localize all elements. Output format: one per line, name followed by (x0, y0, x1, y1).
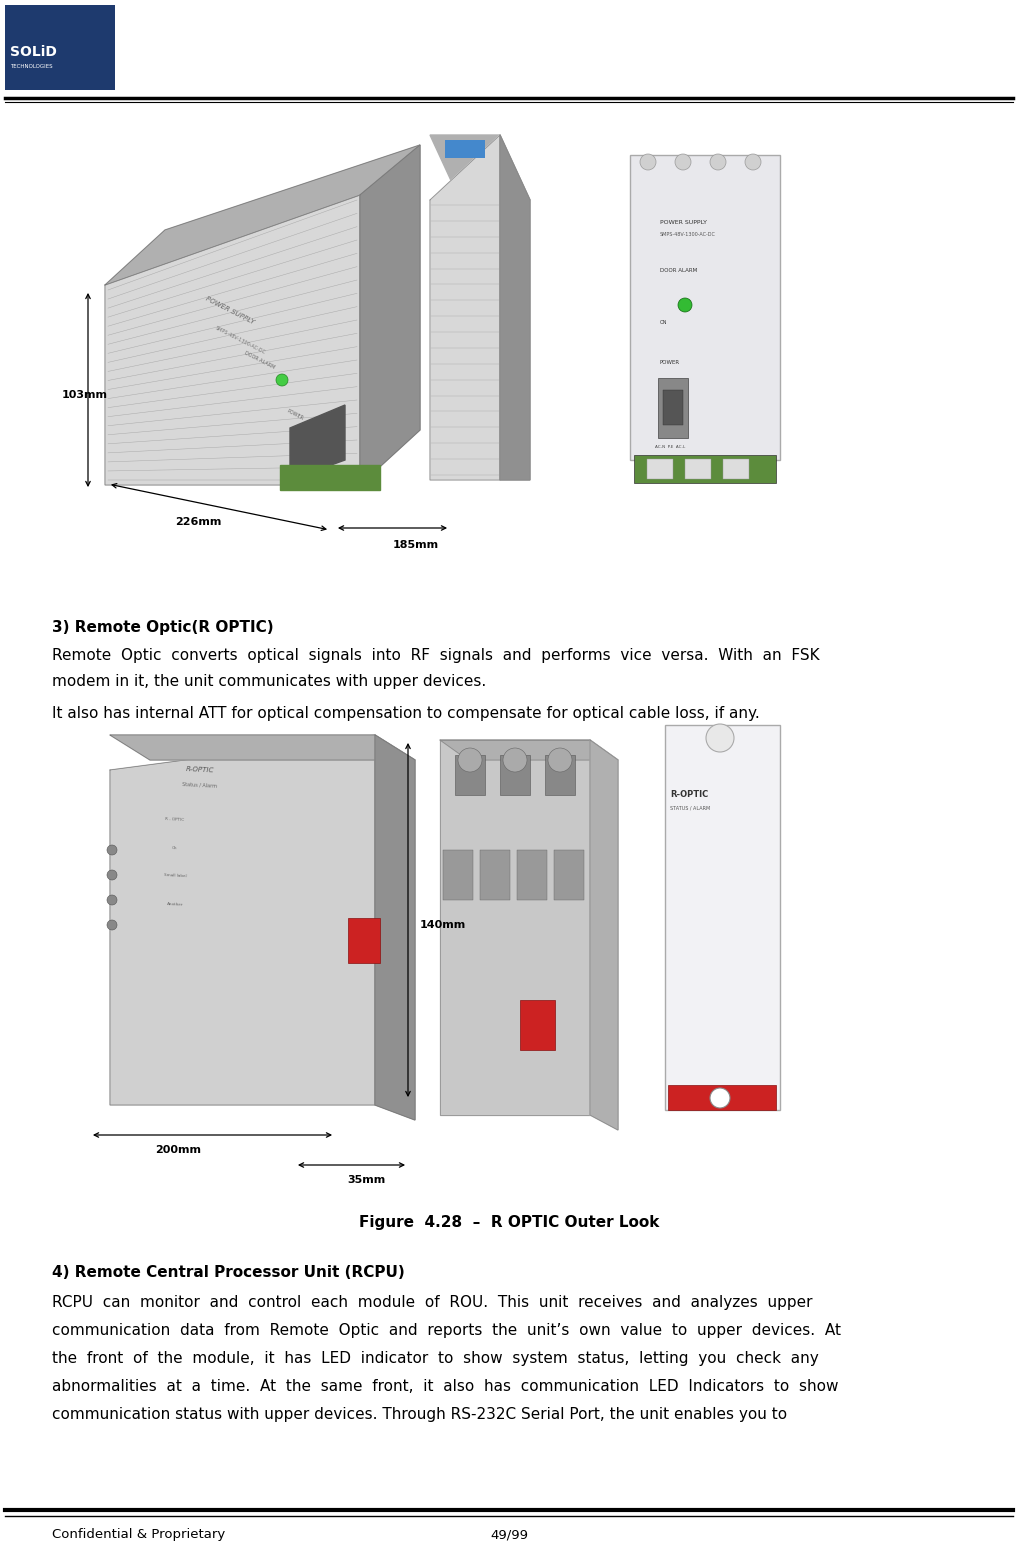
Bar (668, 1086, 776, 1111)
Bar (480, 850, 510, 900)
Text: Status / Alarm: Status / Alarm (182, 782, 218, 788)
Bar (554, 850, 584, 900)
Bar (520, 1000, 555, 1050)
Text: DOOR ALARM: DOOR ALARM (244, 349, 276, 370)
Text: 4) Remote Central Processor Unit (RCPU): 4) Remote Central Processor Unit (RCPU) (52, 1265, 405, 1281)
Text: SMPS-48V-1300-AC-DC: SMPS-48V-1300-AC-DC (660, 232, 716, 237)
Text: SOLiD: SOLiD (10, 45, 57, 59)
Text: Ch: Ch (172, 846, 178, 850)
Text: communication  data  from  Remote  Optic  and  reports  the  unit’s  own  value : communication data from Remote Optic and… (52, 1323, 841, 1338)
Text: R-OPTIC: R-OPTIC (670, 789, 709, 799)
Text: RCPU  can  monitor  and  control  each  module  of  ROU.  This  unit  receives  : RCPU can monitor and control each module… (52, 1295, 812, 1310)
Text: DOOR ALARM: DOOR ALARM (660, 268, 697, 273)
Text: abnormalities  at  a  time.  At  the  same  front,  it  also  has  communication: abnormalities at a time. At the same fro… (52, 1379, 839, 1395)
Text: 35mm: 35mm (347, 1175, 385, 1186)
Text: AC-N  P.E  AC-L: AC-N P.E AC-L (655, 445, 685, 449)
Polygon shape (290, 406, 345, 480)
Text: Another: Another (167, 902, 183, 906)
Polygon shape (440, 739, 590, 1115)
Text: 49/99: 49/99 (490, 1527, 528, 1541)
Polygon shape (360, 145, 420, 485)
Polygon shape (105, 195, 360, 485)
Text: POWER: POWER (660, 360, 680, 365)
Bar (545, 755, 575, 796)
Circle shape (503, 747, 527, 772)
Circle shape (107, 870, 117, 880)
Circle shape (548, 747, 572, 772)
Text: 185mm: 185mm (393, 540, 439, 551)
Bar (445, 140, 485, 158)
Text: POWER SUPPLY: POWER SUPPLY (660, 220, 706, 225)
Circle shape (107, 920, 117, 930)
Text: 140mm: 140mm (420, 920, 466, 930)
Circle shape (745, 154, 761, 170)
Circle shape (640, 154, 656, 170)
Circle shape (458, 747, 482, 772)
Circle shape (706, 724, 734, 752)
Bar (500, 755, 530, 796)
Text: ON: ON (660, 320, 668, 324)
Polygon shape (105, 145, 420, 285)
Text: POWER SUPPLY: POWER SUPPLY (205, 295, 256, 324)
Text: STATUS / ALARM: STATUS / ALARM (670, 807, 711, 811)
Text: Confidential & Proprietary: Confidential & Proprietary (52, 1527, 225, 1541)
Text: SMPS-48V-1300-AC-DC: SMPS-48V-1300-AC-DC (214, 324, 266, 356)
Polygon shape (500, 136, 530, 480)
Text: communication status with upper devices. Through RS-232C Serial Port, the unit e: communication status with upper devices.… (52, 1407, 787, 1423)
Bar (658, 378, 688, 438)
Polygon shape (375, 735, 415, 1120)
Polygon shape (430, 136, 500, 480)
Bar (630, 154, 780, 460)
Polygon shape (430, 136, 530, 200)
Circle shape (675, 154, 691, 170)
Bar (647, 459, 673, 479)
Bar (665, 725, 780, 1111)
Polygon shape (440, 739, 618, 760)
Bar (5, 5, 115, 90)
Circle shape (710, 1087, 730, 1108)
Bar (723, 459, 749, 479)
Polygon shape (110, 735, 375, 1104)
Text: 226mm: 226mm (175, 516, 221, 527)
Bar (348, 917, 380, 963)
Circle shape (107, 846, 117, 855)
Circle shape (107, 895, 117, 905)
Text: the  front  of  the  module,  it  has  LED  indicator  to  show  system  status,: the front of the module, it has LED indi… (52, 1351, 818, 1367)
Text: modem in it, the unit communicates with upper devices.: modem in it, the unit communicates with … (52, 674, 487, 690)
Bar (634, 456, 776, 484)
Polygon shape (590, 739, 618, 1129)
Text: 200mm: 200mm (155, 1145, 201, 1154)
Text: 103mm: 103mm (62, 390, 108, 399)
Text: TECHNOLOGIES: TECHNOLOGIES (10, 64, 53, 70)
Text: R - OPTIC: R - OPTIC (165, 817, 184, 822)
Text: 3) Remote Optic(R OPTIC): 3) Remote Optic(R OPTIC) (52, 619, 274, 635)
Text: R-OPTIC: R-OPTIC (185, 766, 215, 774)
Bar (685, 459, 711, 479)
Text: POWER: POWER (286, 409, 304, 421)
Text: Remote  Optic  converts  optical  signals  into  RF  signals  and  performs  vic: Remote Optic converts optical signals in… (52, 647, 819, 663)
Bar (517, 850, 547, 900)
Polygon shape (110, 735, 415, 760)
Bar (663, 390, 683, 424)
Bar (443, 850, 473, 900)
Text: Figure  4.28  –  R OPTIC Outer Look: Figure 4.28 – R OPTIC Outer Look (358, 1215, 660, 1229)
Circle shape (710, 154, 726, 170)
Bar (455, 755, 485, 796)
Circle shape (276, 374, 288, 385)
Text: Small label: Small label (164, 874, 186, 878)
Circle shape (678, 298, 692, 312)
Text: It also has internal ATT for optical compensation to compensate for optical cabl: It also has internal ATT for optical com… (52, 707, 759, 721)
Polygon shape (280, 465, 380, 490)
